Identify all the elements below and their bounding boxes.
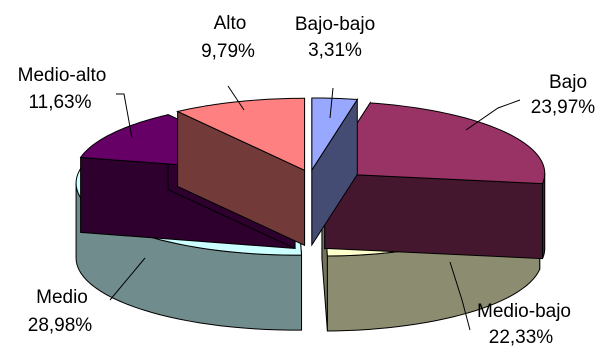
slice-bajo-bajo (311, 97, 359, 247)
leader-line-medio-alto (116, 93, 133, 139)
label-medio-name: Medio (36, 287, 88, 308)
label-medio-bajo-name: Medio-bajo (477, 301, 571, 322)
label-bajo-bajo-name: Bajo-bajo (295, 14, 375, 35)
slice-top-bajo-bajo (311, 97, 359, 172)
label-bajo-name: Bajo (549, 72, 587, 93)
label-alto-name: Alto (214, 13, 247, 34)
slice-labels: Bajo-bajo 3,31% Bajo 23,97% Medio-bajo 2… (18, 13, 596, 348)
label-medio-alto-value: 11,63% (28, 92, 91, 113)
leader-line-medio (109, 257, 146, 301)
label-medio-value: 28,98% (28, 315, 93, 336)
pie-slices (75, 97, 546, 332)
slice-side-bajo-1 (324, 172, 544, 260)
slice-top-bajo (323, 102, 546, 185)
leader-line-bajo (465, 99, 521, 131)
leader-line-medio-bajo (449, 261, 471, 331)
label-bajo-bajo-value: 3,31% (308, 40, 362, 61)
label-bajo-value: 23,97% (531, 97, 596, 118)
label-medio-alto-name: Medio-alto (18, 65, 107, 86)
slice-bajo (323, 101, 546, 260)
leader-line-alto (227, 85, 245, 111)
leader-lines (109, 85, 521, 331)
label-alto-value: 9,79% (201, 41, 255, 62)
slice-alto (176, 97, 306, 247)
slice-wall-bajo (542, 173, 546, 259)
label-medio-bajo-value: 22,33% (489, 327, 554, 348)
leader-line-bajo-bajo (329, 87, 334, 119)
